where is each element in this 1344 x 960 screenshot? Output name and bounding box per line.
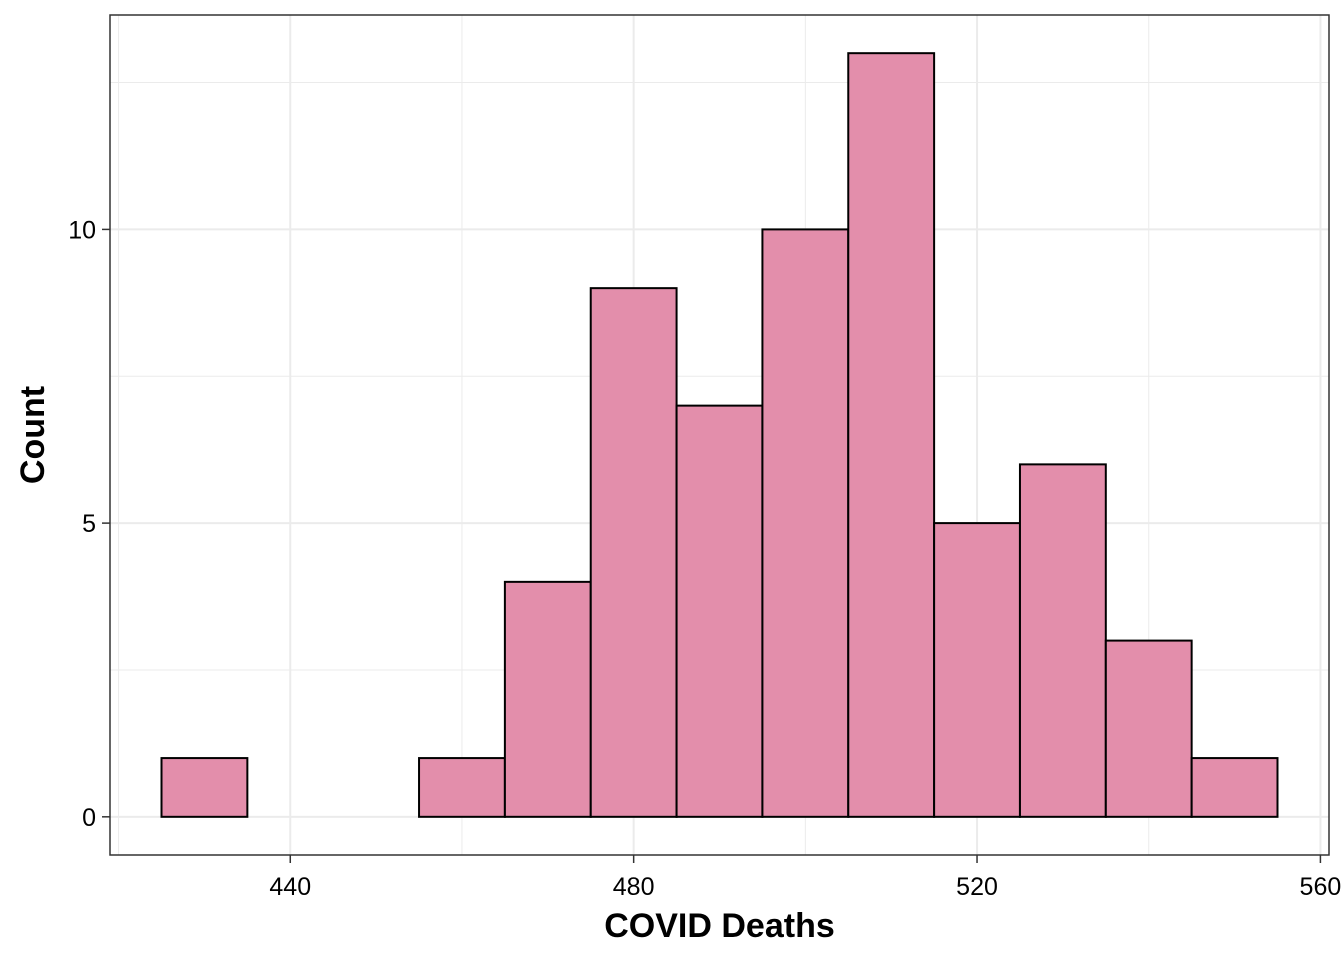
x-tick-label: 560 bbox=[1300, 873, 1342, 901]
y-tick-label: 0 bbox=[82, 804, 96, 832]
y-axis-title: Count bbox=[14, 386, 52, 484]
histogram-bar bbox=[160, 757, 249, 818]
x-tick-label: 440 bbox=[269, 873, 311, 901]
histogram-bar bbox=[1190, 757, 1279, 818]
x-tick-label: 480 bbox=[613, 873, 655, 901]
histogram-bar bbox=[761, 228, 850, 818]
axis-ticks bbox=[102, 228, 1322, 863]
histogram-bar bbox=[503, 580, 592, 818]
histogram-bar bbox=[675, 404, 764, 818]
histogram-bar bbox=[418, 757, 506, 818]
x-axis-tick-labels: 440 480 520 560 bbox=[269, 873, 1341, 901]
histogram-bars bbox=[160, 52, 1279, 818]
histogram-bar bbox=[1104, 639, 1193, 818]
x-axis-title: COVID Deaths bbox=[604, 907, 835, 945]
x-tick-label: 520 bbox=[956, 873, 998, 901]
histogram-bar bbox=[933, 522, 1021, 818]
histogram-bar bbox=[589, 287, 678, 818]
y-tick-label: 5 bbox=[82, 510, 96, 538]
y-tick-label: 10 bbox=[68, 216, 96, 244]
histogram-bar bbox=[847, 52, 936, 818]
y-axis-tick-labels: 0 5 10 bbox=[68, 216, 96, 831]
histogram-bar bbox=[1018, 463, 1107, 818]
panel-border bbox=[109, 14, 1330, 856]
